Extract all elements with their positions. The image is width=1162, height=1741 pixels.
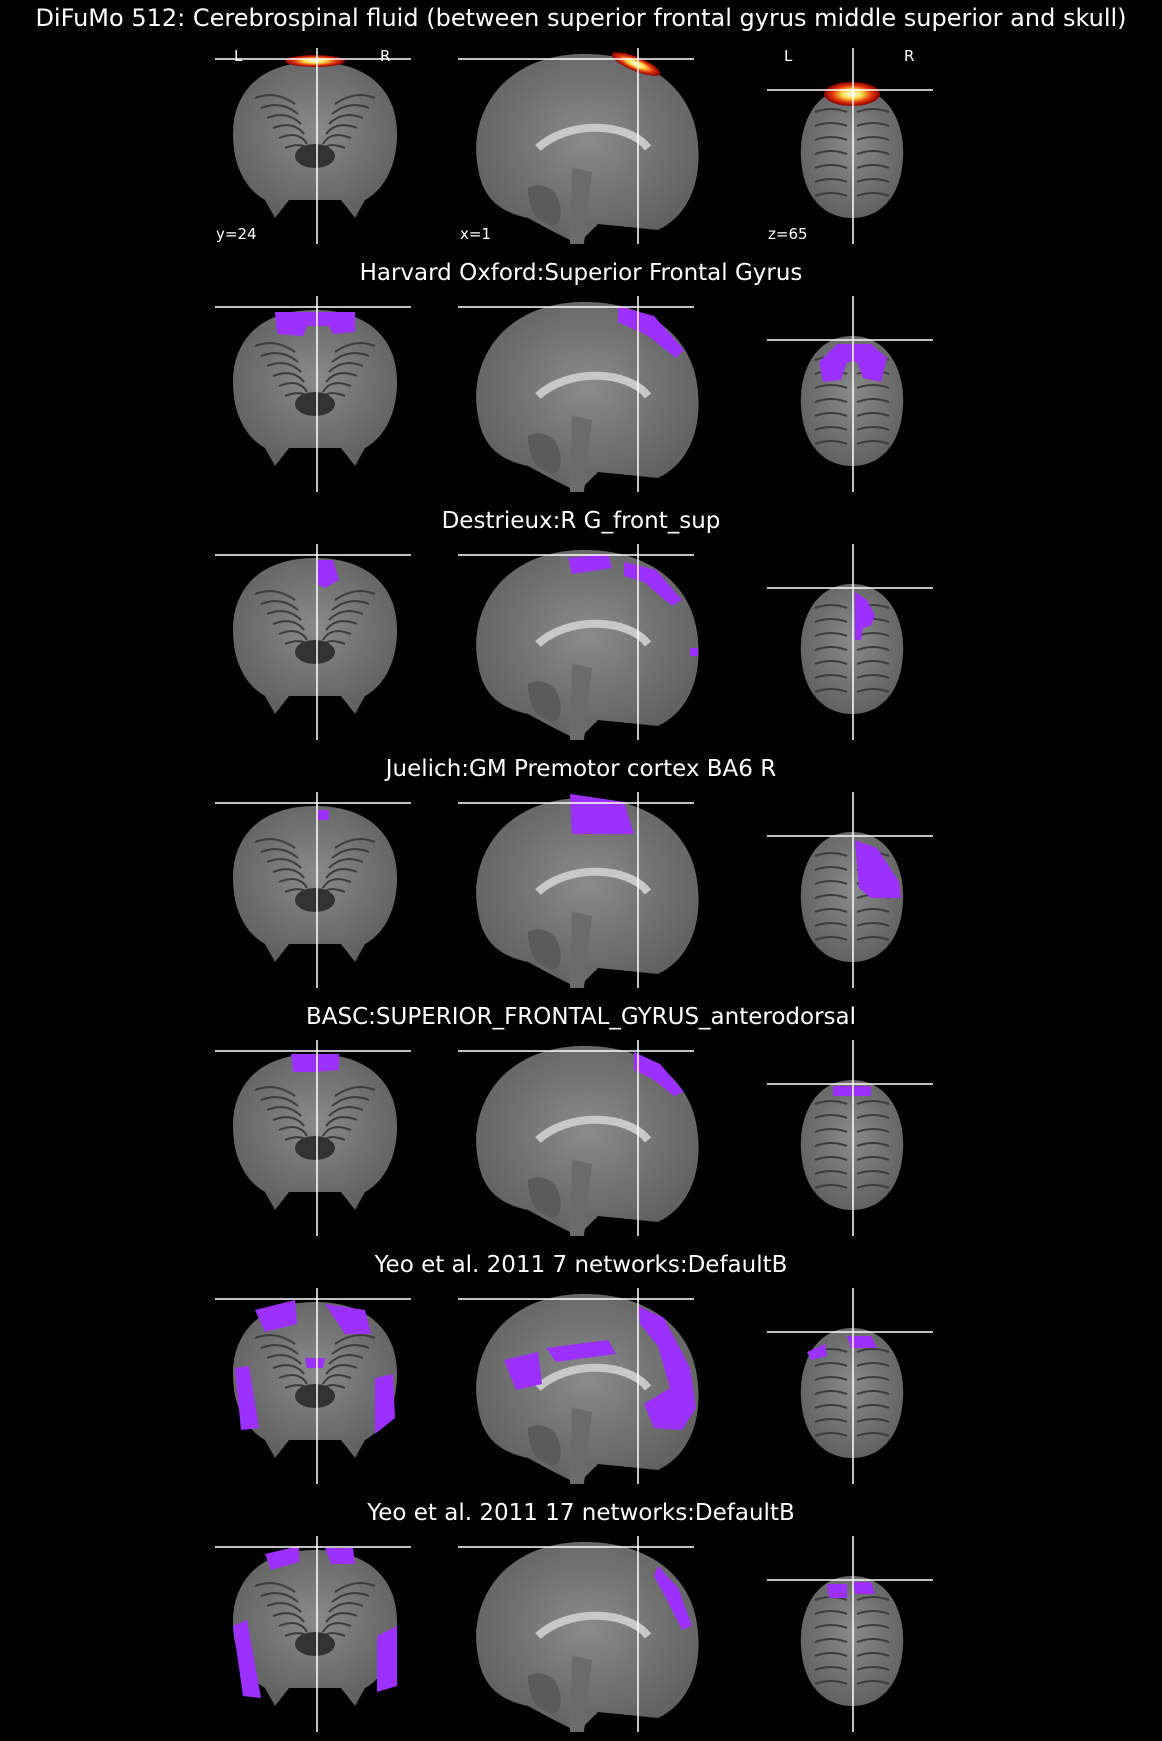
- sagittal-view: [458, 1536, 699, 1732]
- sagittal-view: [458, 1288, 699, 1484]
- row-title: Harvard Oxford:Superior Frontal Gyrus: [359, 260, 803, 286]
- row-title: Destrieux:R G_front_sup: [441, 508, 721, 534]
- orientation-label-right-axial: R: [904, 47, 915, 65]
- figure-main-title: DiFuMo 512: Cerebrospinal fluid (between…: [35, 4, 1127, 32]
- axial-view: [767, 48, 933, 244]
- coronal-view: [215, 48, 411, 244]
- coronal-view: [215, 544, 411, 740]
- orientation-label-left-coronal: L: [234, 47, 243, 65]
- sagittal-coordinate-label: x=1: [460, 225, 491, 243]
- sagittal-view: [458, 1040, 699, 1236]
- axial-view: [767, 1536, 933, 1732]
- axial-coordinate-label: z=65: [768, 225, 808, 243]
- axial-view: [767, 792, 933, 988]
- orientation-label-left-axial: L: [784, 47, 793, 65]
- axial-view: [767, 544, 933, 740]
- row-title: BASC:SUPERIOR_FRONTAL_GYRUS_anterodorsal: [305, 1004, 857, 1030]
- row-title: Yeo et al. 2011 17 networks:DefaultB: [367, 1500, 795, 1526]
- row-title: Yeo et al. 2011 7 networks:DefaultB: [374, 1252, 788, 1278]
- coronal-view: [215, 1288, 411, 1484]
- orientation-label-right-coronal: R: [380, 47, 391, 65]
- sagittal-view: [458, 544, 699, 740]
- coronal-view: [215, 792, 411, 988]
- axial-view: [767, 296, 933, 492]
- row-title: Juelich:GM Premotor cortex BA6 R: [385, 756, 777, 782]
- axial-view: [767, 1040, 933, 1236]
- sagittal-view: [458, 792, 699, 988]
- sagittal-view: [458, 48, 699, 245]
- coronal-view: [215, 1040, 411, 1236]
- coronal-view: [215, 1536, 411, 1732]
- coronal-view: [215, 296, 411, 492]
- coronal-coordinate-label: y=24: [216, 225, 257, 243]
- sagittal-view: [458, 296, 699, 492]
- axial-view: [767, 1288, 933, 1484]
